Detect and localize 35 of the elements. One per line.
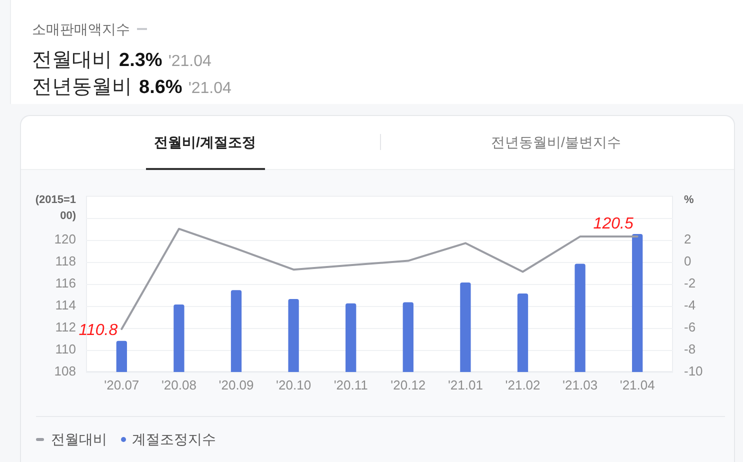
- x-tick-label: '20.09: [218, 377, 254, 392]
- y-tick-label: 112: [55, 320, 76, 335]
- y2-tick-label: -2: [684, 275, 696, 290]
- y2-axis-title: %: [684, 193, 694, 208]
- y-tick-label: 116: [55, 275, 76, 290]
- x-tick-label: '21.04: [620, 377, 655, 392]
- y2-tick-label: -8: [684, 342, 696, 357]
- y2-tick-label: -6: [684, 320, 696, 335]
- x-tick-label: '20.07: [104, 377, 140, 392]
- y2-tick-label: -4: [684, 298, 696, 313]
- x-tick-label: '20.11: [334, 377, 368, 392]
- annotation: 110.8: [78, 322, 118, 340]
- y2-tick-label: -10: [684, 364, 703, 379]
- legend-label: 전월대비: [51, 430, 107, 449]
- y-tick-label: 108: [54, 364, 76, 379]
- y-tick-label: 110: [55, 342, 76, 357]
- x-tick-label: '20.10: [276, 377, 312, 392]
- annotation: 120.5: [593, 215, 634, 232]
- chart-title: 소매판매액지수: [32, 20, 130, 39]
- y-tick-label: 120: [54, 231, 76, 246]
- y2-tick-label: 0: [684, 253, 692, 268]
- x-tick-label: '20.12: [390, 377, 426, 392]
- x-tick-label: '21.01: [448, 377, 483, 392]
- x-tick-label: '21.02: [505, 377, 540, 392]
- y-tick-label: 118: [55, 253, 76, 268]
- text: 전월비/계절조정: [153, 133, 257, 152]
- x-tick-label: '21.03: [562, 377, 598, 392]
- y-axis-title: (2015=100): [34, 193, 76, 224]
- y-tick-label: 114: [55, 298, 76, 313]
- x-tick-label: '20.08: [161, 377, 196, 392]
- text: 전월대비 2.3% '21.04: [32, 49, 212, 71]
- text: 전년동월비 8.6% '21.04: [32, 76, 232, 98]
- legend-label: 계절조정지수: [132, 430, 216, 449]
- y2-tick-label: 2: [684, 231, 692, 246]
- text: 전년동월비/불변지수: [490, 133, 622, 152]
